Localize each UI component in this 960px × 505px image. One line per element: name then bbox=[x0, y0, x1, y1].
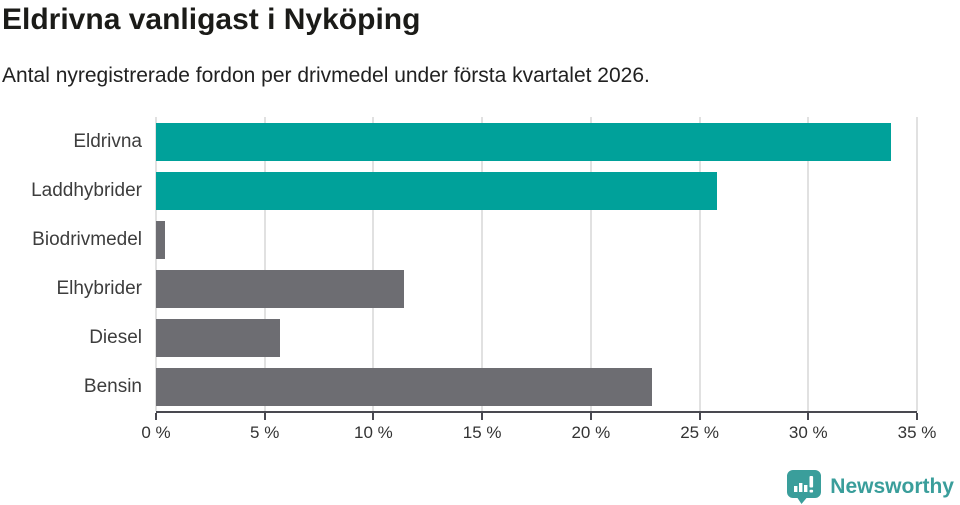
x-axis-line bbox=[156, 411, 917, 413]
bar-bensin bbox=[156, 367, 652, 406]
gridline-30 bbox=[807, 117, 810, 411]
category-label: Laddhybrider bbox=[31, 179, 142, 201]
bar-biodrivmedel bbox=[156, 220, 165, 259]
x-tick-mark-0 bbox=[155, 413, 157, 420]
x-tick-mark-20 bbox=[589, 413, 592, 420]
category-label: Bensin bbox=[83, 375, 142, 397]
brand-name: Newsworthy bbox=[830, 475, 954, 498]
x-tick-label: 15 % bbox=[462, 423, 502, 442]
bar-track bbox=[156, 367, 917, 406]
bar-diesel bbox=[156, 318, 280, 357]
bar-laddhybrider bbox=[156, 171, 717, 210]
gridline-15 bbox=[481, 117, 484, 411]
x-tick-mark-25 bbox=[698, 413, 701, 420]
bar-chart: Eldrivna Laddhybrider Biodrivmedel Elhybrid… bbox=[0, 117, 918, 411]
gridline-0 bbox=[155, 117, 157, 411]
chart-row: Eldrivna bbox=[0, 117, 917, 166]
gridline-10 bbox=[372, 117, 375, 411]
gridline-25 bbox=[698, 117, 701, 411]
gridline-5 bbox=[263, 117, 266, 411]
bar-eldrivna bbox=[156, 122, 891, 161]
bar-elhybrider bbox=[156, 269, 404, 308]
x-tick-mark-10 bbox=[372, 413, 375, 420]
gridlines bbox=[155, 117, 918, 411]
x-axis-ticks: 0 % 5 % 10 % 15 % 20 % 25 % 30 % 35 % bbox=[141, 413, 936, 453]
chart-row: Elhybrider bbox=[0, 264, 917, 313]
category-label: Biodrivmedel bbox=[32, 228, 142, 250]
x-tick-label: 35 % bbox=[897, 423, 937, 442]
x-tick-label: 10 % bbox=[354, 423, 393, 442]
category-label: Eldrivna bbox=[73, 130, 142, 152]
gridline-35 bbox=[916, 117, 918, 411]
bar-track bbox=[156, 122, 917, 161]
bar-track bbox=[156, 220, 917, 259]
chart-subtitle: Antal nyregistrerade fordon per drivmede… bbox=[2, 64, 650, 87]
chart-rows: Eldrivna Laddhybrider Biodrivmedel Elhybrid… bbox=[0, 117, 917, 411]
chart-title: Eldrivna vanligast i Nyköping bbox=[2, 3, 421, 36]
x-tick-label: 0 % bbox=[141, 423, 171, 442]
x-tick-label: 25 % bbox=[680, 423, 719, 442]
x-tick-mark-5 bbox=[263, 413, 266, 420]
bar-track bbox=[156, 269, 917, 308]
chart-row: Laddhybrider bbox=[0, 166, 917, 215]
category-label: Diesel bbox=[89, 326, 142, 348]
chart-row: Biodrivmedel bbox=[0, 215, 917, 264]
x-tick-label: 20 % bbox=[571, 423, 611, 442]
newsworthy-logo-icon bbox=[787, 470, 822, 504]
x-tick-label: 5 % bbox=[250, 423, 280, 442]
bar-track bbox=[156, 171, 917, 210]
x-tick-mark-15 bbox=[481, 413, 484, 420]
bar-track bbox=[156, 318, 917, 357]
x-tick-mark-35 bbox=[916, 413, 918, 420]
gridline-20 bbox=[589, 117, 592, 411]
x-tick-mark-30 bbox=[807, 413, 810, 420]
category-label: Elhybrider bbox=[56, 277, 142, 299]
x-tick-label: 30 % bbox=[788, 423, 828, 442]
chart-row: Diesel bbox=[0, 313, 917, 362]
newsworthy-brand: Newsworthy bbox=[786, 469, 954, 505]
chart-row: Bensin bbox=[0, 362, 917, 411]
